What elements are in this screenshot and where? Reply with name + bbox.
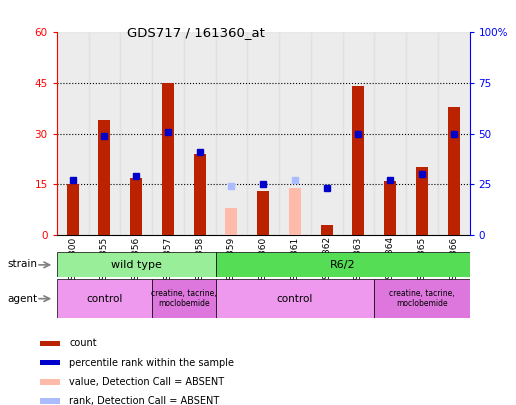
- Text: count: count: [69, 339, 96, 348]
- Bar: [343, 32, 374, 235]
- Bar: [184, 32, 216, 235]
- Text: creatine, tacrine,
moclobemide: creatine, tacrine, moclobemide: [151, 289, 217, 308]
- Bar: [406, 32, 438, 235]
- Bar: [279, 32, 311, 235]
- Bar: [216, 32, 247, 235]
- Bar: [130, 177, 142, 235]
- Bar: [40, 379, 60, 385]
- Bar: [247, 32, 279, 235]
- Bar: [289, 188, 301, 235]
- Text: rank, Detection Call = ABSENT: rank, Detection Call = ABSENT: [69, 396, 219, 405]
- Bar: [120, 32, 152, 235]
- Bar: [40, 360, 60, 365]
- Bar: [374, 279, 470, 318]
- Bar: [374, 32, 406, 235]
- Bar: [257, 191, 269, 235]
- Text: strain: strain: [8, 260, 38, 269]
- Text: GDS717 / 161360_at: GDS717 / 161360_at: [127, 26, 265, 39]
- Bar: [57, 279, 152, 318]
- Bar: [152, 32, 184, 235]
- Bar: [216, 252, 470, 277]
- Text: creatine, tacrine,
moclobemide: creatine, tacrine, moclobemide: [389, 289, 455, 308]
- Bar: [416, 167, 428, 235]
- Bar: [40, 399, 60, 404]
- Bar: [67, 184, 78, 235]
- Bar: [448, 107, 460, 235]
- Text: agent: agent: [8, 294, 38, 304]
- Text: control: control: [277, 294, 313, 304]
- Bar: [194, 154, 206, 235]
- Bar: [352, 86, 364, 235]
- Bar: [216, 279, 374, 318]
- Text: control: control: [86, 294, 123, 304]
- Text: wild type: wild type: [111, 260, 162, 270]
- Bar: [89, 32, 120, 235]
- Bar: [57, 32, 89, 235]
- Bar: [152, 279, 216, 318]
- Text: R6/2: R6/2: [330, 260, 356, 270]
- Bar: [438, 32, 470, 235]
- Text: percentile rank within the sample: percentile rank within the sample: [69, 358, 234, 368]
- Bar: [311, 32, 343, 235]
- Text: value, Detection Call = ABSENT: value, Detection Call = ABSENT: [69, 377, 224, 387]
- Bar: [162, 83, 174, 235]
- Bar: [40, 341, 60, 346]
- Bar: [320, 225, 333, 235]
- Bar: [384, 181, 396, 235]
- Bar: [57, 252, 216, 277]
- Bar: [99, 120, 110, 235]
- Bar: [225, 208, 237, 235]
